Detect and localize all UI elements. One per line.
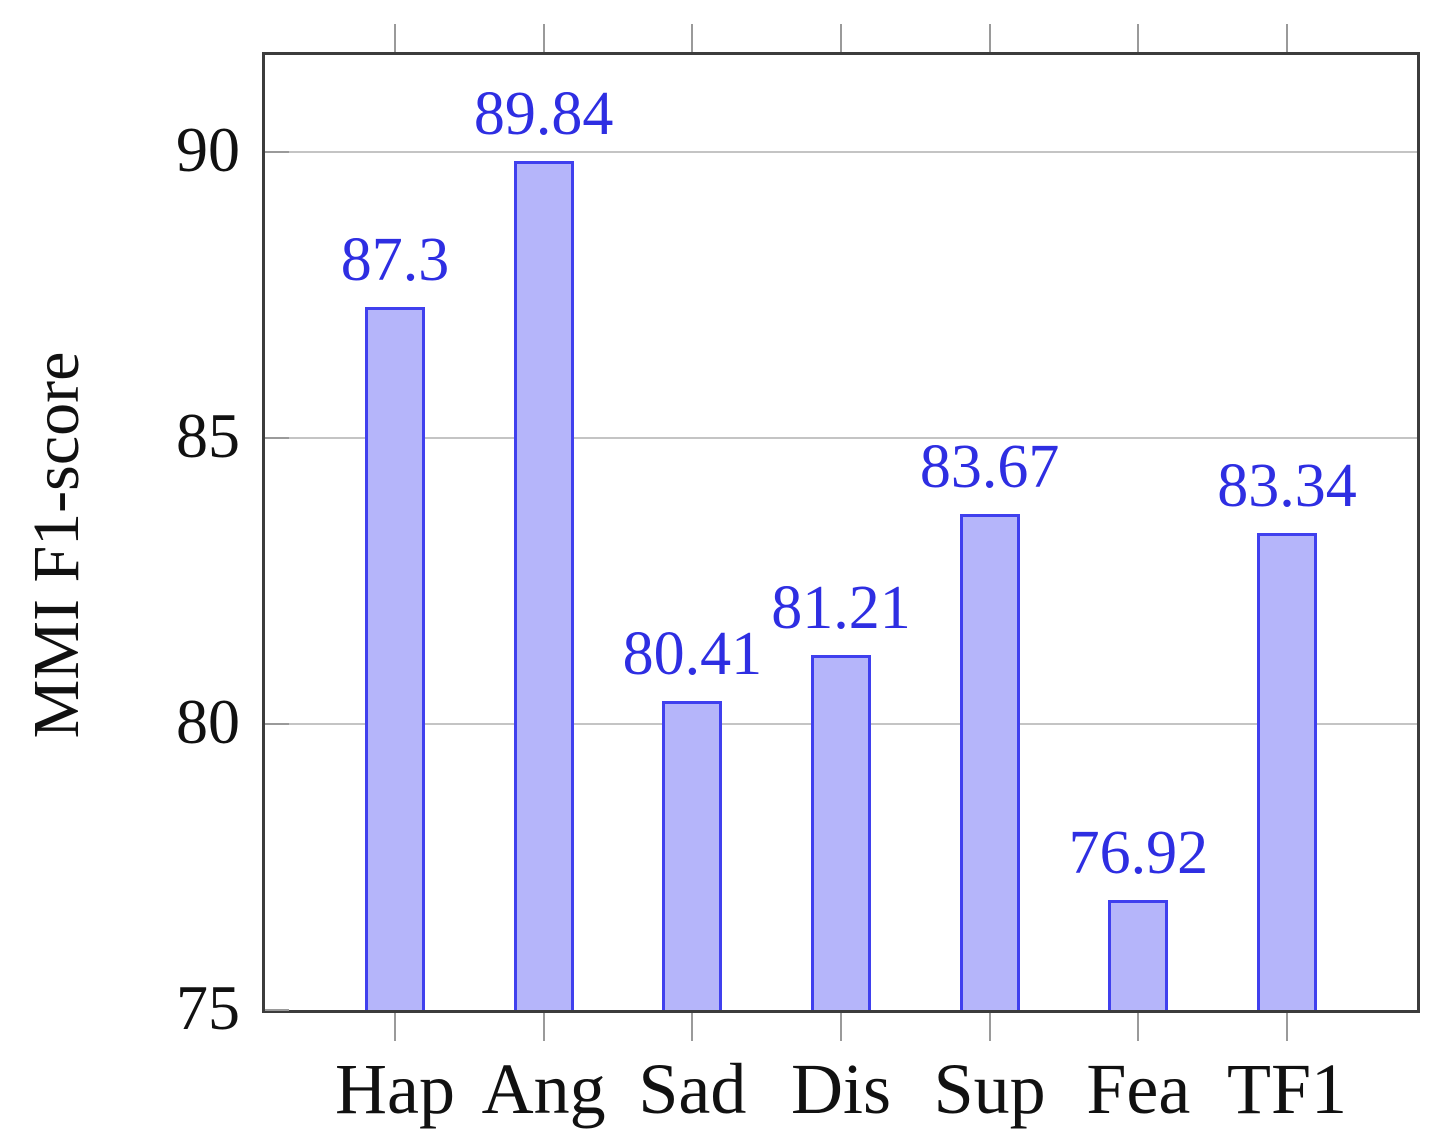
gridline-90 xyxy=(265,151,1417,154)
y-tick-mark-75 xyxy=(265,1009,289,1011)
bar-Ang xyxy=(513,161,574,1010)
y-tick-label-75: 75 xyxy=(176,972,240,1043)
y-tick-mark-90 xyxy=(265,151,289,154)
x-tick-label-Hap: Hap xyxy=(335,1049,455,1129)
bar-Fea xyxy=(1108,900,1169,1010)
bar-value-label-Sad: 80.41 xyxy=(622,619,763,688)
bar-Sup xyxy=(959,514,1020,1010)
top-axis-tick-Dis xyxy=(840,24,842,52)
plot-area: 87.3 89.84 80.41 81.21 83.67 76.92 83.34 xyxy=(262,52,1420,1013)
top-axis-tick-Ang xyxy=(542,24,545,52)
top-axis-tick-Sup xyxy=(988,24,991,52)
bar-TF1 xyxy=(1257,533,1317,1010)
y-tick-label-80: 80 xyxy=(176,686,240,758)
x-tick-label-Sup: Sup xyxy=(933,1049,1046,1129)
bottom-axis-tick-Sad xyxy=(691,1013,694,1041)
top-axis-tick-Hap xyxy=(394,24,396,52)
x-tick-label-TF1: TF1 xyxy=(1226,1049,1348,1129)
y-tick-mark-85 xyxy=(265,437,289,440)
bar-value-label-TF1: 83.34 xyxy=(1217,452,1357,521)
bottom-axis-tick-Ang xyxy=(542,1013,545,1041)
bottom-axis-tick-Sup xyxy=(988,1013,991,1041)
top-axis-tick-Fea xyxy=(1137,24,1140,52)
bottom-axis-tick-TF1 xyxy=(1286,1013,1288,1041)
x-tick-label-Dis: Dis xyxy=(790,1049,892,1129)
y-tick-mark-80 xyxy=(265,723,289,726)
top-axis-tick-TF1 xyxy=(1286,24,1288,52)
x-tick-label-Fea: Fea xyxy=(1086,1049,1191,1129)
bottom-axis-tick-Hap xyxy=(394,1013,396,1041)
bar-Sad xyxy=(662,700,723,1010)
bar-Hap xyxy=(365,306,425,1010)
gridline-85 xyxy=(265,437,1417,440)
x-tick-label-Ang: Ang xyxy=(481,1049,606,1129)
bottom-axis-tick-Dis xyxy=(840,1013,842,1041)
bottom-axis-tick-Fea xyxy=(1137,1013,1140,1041)
y-tick-label-90: 90 xyxy=(176,114,240,186)
bar-Dis xyxy=(811,654,871,1010)
bar-value-label-Dis: 81.21 xyxy=(771,573,911,642)
bar-value-label-Fea: 76.92 xyxy=(1068,819,1209,888)
x-tick-label-Sad: Sad xyxy=(638,1049,747,1129)
bar-value-label-Hap: 87.3 xyxy=(340,225,450,294)
bar-value-label-Sup: 83.67 xyxy=(919,433,1060,502)
bar-value-label-Ang: 89.84 xyxy=(473,80,614,149)
y-tick-label-85: 85 xyxy=(176,400,240,472)
top-axis-tick-Sad xyxy=(691,24,694,52)
